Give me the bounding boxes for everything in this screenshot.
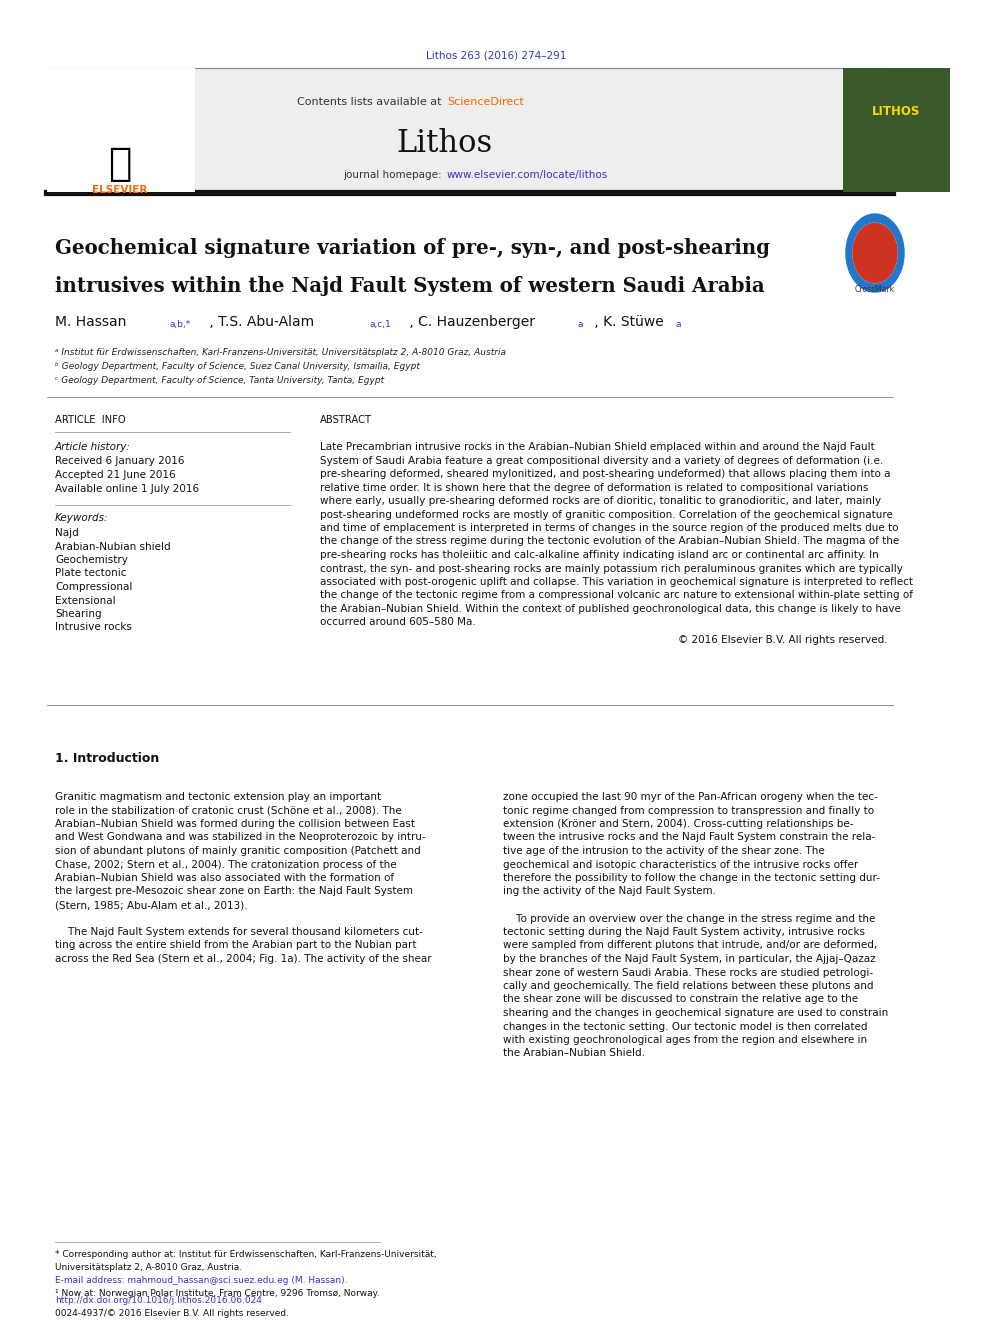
Text: 0024-4937/© 2016 Elsevier B.V. All rights reserved.: 0024-4937/© 2016 Elsevier B.V. All right…	[55, 1308, 289, 1318]
Text: ScienceDirect: ScienceDirect	[447, 97, 524, 107]
Text: geochemical and isotopic characteristics of the intrusive rocks offer: geochemical and isotopic characteristics…	[503, 860, 858, 869]
Text: a: a	[676, 320, 682, 329]
Text: therefore the possibility to follow the change in the tectonic setting dur-: therefore the possibility to follow the …	[503, 873, 880, 882]
Text: ᶜ Geology Department, Faculty of Science, Tanta University, Tanta, Egypt: ᶜ Geology Department, Faculty of Science…	[55, 376, 384, 385]
Text: ᵃ Institut für Erdwissenschaften, Karl-Franzens-Universität, Universitätsplatz 2: ᵃ Institut für Erdwissenschaften, Karl-F…	[55, 348, 506, 357]
Text: ARTICLE  INFO: ARTICLE INFO	[55, 415, 126, 425]
Text: www.elsevier.com/locate/lithos: www.elsevier.com/locate/lithos	[447, 169, 608, 180]
Text: CrossMark: CrossMark	[855, 284, 895, 294]
Text: the Arabian–Nubian Shield. Within the context of published geochronological data: the Arabian–Nubian Shield. Within the co…	[320, 605, 901, 614]
Text: Chase, 2002; Stern et al., 2004). The cratonization process of the: Chase, 2002; Stern et al., 2004). The cr…	[55, 860, 397, 869]
Text: Extensional: Extensional	[55, 595, 116, 606]
Text: Available online 1 July 2016: Available online 1 July 2016	[55, 484, 199, 493]
Text: and time of emplacement is interpreted in terms of changes in the source region : and time of emplacement is interpreted i…	[320, 523, 899, 533]
Text: tween the intrusive rocks and the Najd Fault System constrain the rela-: tween the intrusive rocks and the Najd F…	[503, 832, 875, 843]
Text: intrusives within the Najd Fault System of western Saudi Arabia: intrusives within the Najd Fault System …	[55, 277, 765, 296]
Text: pre-shearing rocks has tholeiitic and calc-alkaline affinity indicating island a: pre-shearing rocks has tholeiitic and ca…	[320, 550, 879, 560]
Text: a,b,*: a,b,*	[170, 320, 191, 329]
Text: pre-shearing deformed, sheared mylonitized, and post-shearing undeformed) that a: pre-shearing deformed, sheared mylonitiz…	[320, 468, 891, 479]
Text: Arabian–Nubian Shield was also associated with the formation of: Arabian–Nubian Shield was also associate…	[55, 873, 394, 882]
Text: Plate tectonic: Plate tectonic	[55, 569, 127, 578]
Text: cally and geochemically. The field relations between these plutons and: cally and geochemically. The field relat…	[503, 980, 874, 991]
Text: occurred around 605–580 Ma.: occurred around 605–580 Ma.	[320, 618, 476, 627]
Text: Lithos: Lithos	[397, 128, 493, 159]
Text: , K. Stüwe: , K. Stüwe	[590, 315, 664, 329]
Text: the Arabian–Nubian Shield.: the Arabian–Nubian Shield.	[503, 1049, 645, 1058]
Bar	[843, 67, 950, 192]
Text: E-mail address: mahmoud_hassan@sci.suez.edu.eg (M. Hassan).: E-mail address: mahmoud_hassan@sci.suez.…	[55, 1275, 347, 1285]
Text: Article history:: Article history:	[55, 442, 131, 452]
Text: , C. Hauzenberger: , C. Hauzenberger	[405, 315, 535, 329]
Text: the largest pre-Mesozoic shear zone on Earth: the Najd Fault System: the largest pre-Mesozoic shear zone on E…	[55, 886, 413, 897]
Text: The Najd Fault System extends for several thousand kilometers cut-: The Najd Fault System extends for severa…	[55, 927, 423, 937]
Text: ¹ Now at: Norwegian Polar Institute, Fram Centre, 9296 Tromsø, Norway.: ¹ Now at: Norwegian Polar Institute, Fra…	[55, 1289, 380, 1298]
Text: changes in the tectonic setting. Our tectonic model is then correlated: changes in the tectonic setting. Our tec…	[503, 1021, 867, 1032]
Text: the shear zone will be discussed to constrain the relative age to the: the shear zone will be discussed to cons…	[503, 995, 858, 1004]
Text: (Stern, 1985; Abu-Alam et al., 2013).: (Stern, 1985; Abu-Alam et al., 2013).	[55, 900, 248, 910]
Text: Geochemical signature variation of pre-, syn-, and post-shearing: Geochemical signature variation of pre-,…	[55, 238, 770, 258]
Text: Contents lists available at: Contents lists available at	[297, 97, 445, 107]
Bar	[47, 67, 843, 192]
Text: Granitic magmatism and tectonic extension play an important: Granitic magmatism and tectonic extensio…	[55, 792, 381, 802]
Text: Keywords:: Keywords:	[55, 513, 108, 523]
Text: extension (Kröner and Stern, 2004). Cross-cutting relationships be-: extension (Kröner and Stern, 2004). Cros…	[503, 819, 853, 830]
Text: were sampled from different plutons that intrude, and/or are deformed,: were sampled from different plutons that…	[503, 941, 877, 950]
Text: System of Saudi Arabia feature a great compositional diversity and a variety of : System of Saudi Arabia feature a great c…	[320, 455, 883, 466]
Text: tonic regime changed from compression to transpression and finally to: tonic regime changed from compression to…	[503, 806, 874, 815]
Text: To provide an overview over the change in the stress regime and the: To provide an overview over the change i…	[503, 913, 875, 923]
Text: ting across the entire shield from the Arabian part to the Nubian part: ting across the entire shield from the A…	[55, 941, 417, 950]
Bar	[47, 67, 195, 192]
Text: Received 6 January 2016: Received 6 January 2016	[55, 456, 185, 466]
Text: tive age of the intrusion to the activity of the shear zone. The: tive age of the intrusion to the activit…	[503, 845, 824, 856]
Text: by the branches of the Najd Fault System, in particular, the Ajjaj–Qazaz: by the branches of the Najd Fault System…	[503, 954, 876, 964]
Text: Universitätsplatz 2, A-8010 Graz, Austria.: Universitätsplatz 2, A-8010 Graz, Austri…	[55, 1263, 242, 1271]
Text: ABSTRACT: ABSTRACT	[320, 415, 372, 425]
Text: 🌳: 🌳	[108, 146, 132, 183]
Text: Arabian–Nubian Shield was formed during the collision between East: Arabian–Nubian Shield was formed during …	[55, 819, 415, 830]
Text: tectonic setting during the Najd Fault System activity, intrusive rocks: tectonic setting during the Najd Fault S…	[503, 927, 865, 937]
Text: Najd: Najd	[55, 528, 78, 538]
Text: journal homepage:: journal homepage:	[343, 169, 445, 180]
Text: 1. Introduction: 1. Introduction	[55, 751, 160, 765]
Text: Compressional: Compressional	[55, 582, 132, 591]
Text: Arabian-Nubian shield: Arabian-Nubian shield	[55, 541, 171, 552]
Text: http://dx.doi.org/10.1016/j.lithos.2016.06.024: http://dx.doi.org/10.1016/j.lithos.2016.…	[55, 1297, 262, 1304]
Text: across the Red Sea (Stern et al., 2004; Fig. 1a). The activity of the shear: across the Red Sea (Stern et al., 2004; …	[55, 954, 432, 964]
Text: with existing geochronological ages from the region and elsewhere in: with existing geochronological ages from…	[503, 1035, 867, 1045]
Text: and West Gondwana and was stabilized in the Neoproterozoic by intru-: and West Gondwana and was stabilized in …	[55, 832, 426, 843]
Text: Late Precambrian intrusive rocks in the Arabian–Nubian Shield emplaced within an: Late Precambrian intrusive rocks in the …	[320, 442, 875, 452]
Text: ᵇ Geology Department, Faculty of Science, Suez Canal University, Ismailia, Egypt: ᵇ Geology Department, Faculty of Science…	[55, 363, 420, 370]
Text: where early, usually pre-shearing deformed rocks are of dioritic, tonalitic to g: where early, usually pre-shearing deform…	[320, 496, 881, 505]
Text: Lithos 263 (2016) 274–291: Lithos 263 (2016) 274–291	[426, 50, 566, 60]
Text: shear zone of western Saudi Arabia. These rocks are studied petrologi-: shear zone of western Saudi Arabia. Thes…	[503, 967, 873, 978]
Text: post-shearing undeformed rocks are mostly of granitic composition. Correlation o: post-shearing undeformed rocks are mostl…	[320, 509, 893, 520]
Text: , T.S. Abu-Alam: , T.S. Abu-Alam	[205, 315, 314, 329]
Text: sion of abundant plutons of mainly granitic composition (Patchett and: sion of abundant plutons of mainly grani…	[55, 845, 421, 856]
Text: Intrusive rocks: Intrusive rocks	[55, 623, 132, 632]
Text: zone occupied the last 90 myr of the Pan-African orogeny when the tec-: zone occupied the last 90 myr of the Pan…	[503, 792, 878, 802]
Text: a,c,1: a,c,1	[370, 320, 392, 329]
Text: relative time order. It is shown here that the degree of deformation is related : relative time order. It is shown here th…	[320, 483, 868, 492]
Text: role in the stabilization of cratonic crust (Schöne et al., 2008). The: role in the stabilization of cratonic cr…	[55, 806, 402, 815]
Circle shape	[852, 222, 898, 283]
Text: the change of the tectonic regime from a compressional volcanic arc nature to ex: the change of the tectonic regime from a…	[320, 590, 913, 601]
Text: associated with post-orogenic uplift and collapse. This variation in geochemical: associated with post-orogenic uplift and…	[320, 577, 913, 587]
Text: a: a	[578, 320, 583, 329]
Text: © 2016 Elsevier B.V. All rights reserved.: © 2016 Elsevier B.V. All rights reserved…	[679, 635, 888, 646]
Text: shearing and the changes in geochemical signature are used to constrain: shearing and the changes in geochemical …	[503, 1008, 888, 1017]
Text: * Corresponding author at: Institut für Erdwissenschaften, Karl-Franzens-Univers: * Corresponding author at: Institut für …	[55, 1250, 436, 1259]
Text: Geochemistry: Geochemistry	[55, 556, 128, 565]
Text: ELSEVIER: ELSEVIER	[92, 185, 148, 194]
Text: Shearing: Shearing	[55, 609, 101, 619]
Text: Accepted 21 June 2016: Accepted 21 June 2016	[55, 470, 176, 480]
Text: LITHOS: LITHOS	[872, 105, 921, 118]
Text: ing the activity of the Najd Fault System.: ing the activity of the Najd Fault Syste…	[503, 886, 716, 897]
Text: contrast, the syn- and post-shearing rocks are mainly potassium rich peraluminou: contrast, the syn- and post-shearing roc…	[320, 564, 903, 573]
Text: M. Hassan: M. Hassan	[55, 315, 126, 329]
Text: the change of the stress regime during the tectonic evolution of the Arabian–Nub: the change of the stress regime during t…	[320, 537, 900, 546]
